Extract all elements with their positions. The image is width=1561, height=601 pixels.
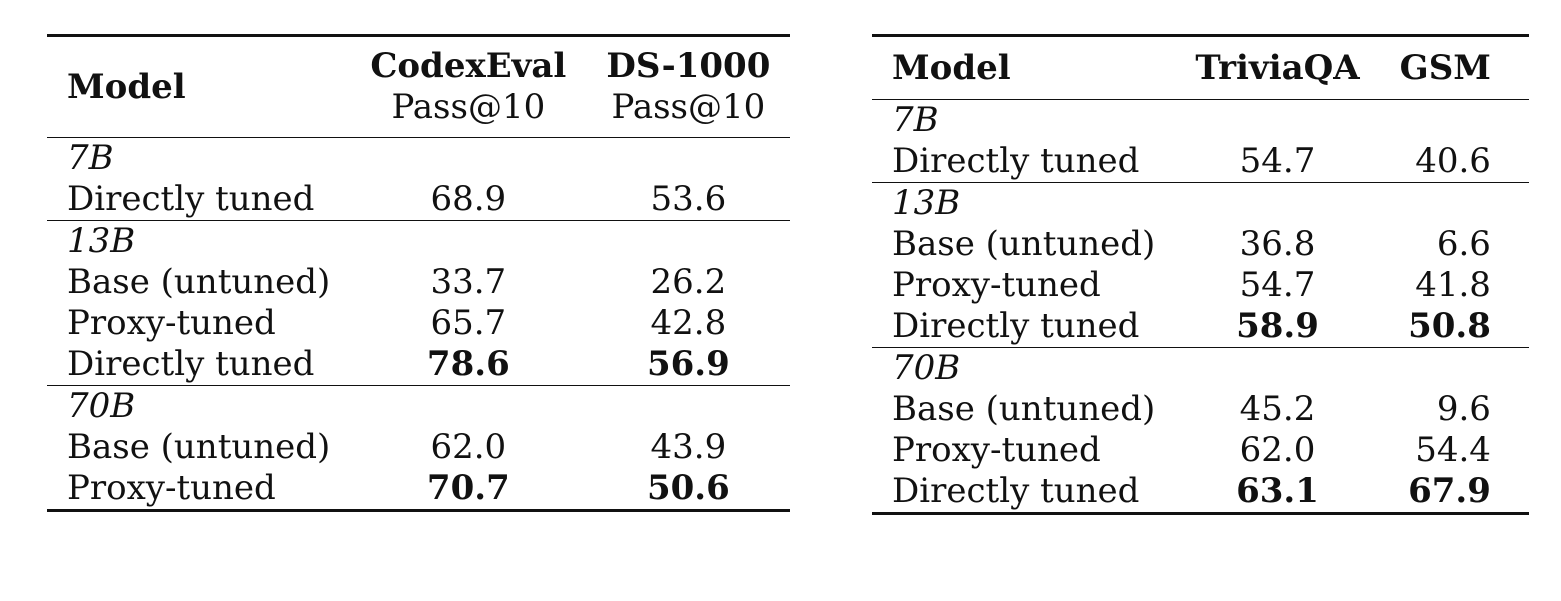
table-row: Base (untuned) 33.7 26.2 bbox=[47, 262, 790, 303]
triviaqa-value: 54.7 bbox=[1239, 265, 1316, 305]
gsm-value: 54.4 bbox=[1415, 430, 1491, 470]
row-model-name: Proxy-tuned bbox=[67, 303, 276, 343]
table-row: Directly tuned 58.9 50.8 bbox=[872, 306, 1529, 348]
table-row: Directly tuned 68.9 53.6 bbox=[47, 179, 790, 221]
group-label-70b: 70B bbox=[892, 348, 961, 388]
gsm-value: 40.6 bbox=[1415, 141, 1491, 181]
row-model-name: Proxy-tuned bbox=[892, 430, 1101, 470]
group-label-7b: 7B bbox=[67, 138, 114, 178]
row-model-name: Directly tuned bbox=[892, 306, 1140, 346]
code-results-table: Model CodexEval Pass@10 DS-1000 Pass@10 … bbox=[47, 34, 791, 512]
qa-math-results-table: Model TriviaQA GSM 7B Directly tuned 54.… bbox=[872, 34, 1529, 515]
triviaqa-value: 58.9 bbox=[1236, 306, 1319, 346]
row-model-name: Directly tuned bbox=[892, 471, 1140, 511]
ds1000-metric: Pass@10 bbox=[611, 87, 766, 127]
table-row: Directly tuned 63.1 67.9 bbox=[872, 471, 1529, 514]
group-label-13b: 13B bbox=[67, 221, 136, 261]
ds1000-value: 50.6 bbox=[646, 468, 730, 508]
triviaqa-value: 45.2 bbox=[1239, 389, 1316, 429]
table-row: Base (untuned) 36.8 6.6 bbox=[872, 224, 1529, 265]
triviaqa-value: 36.8 bbox=[1239, 224, 1316, 264]
ds1000-value: 43.9 bbox=[650, 427, 727, 467]
codexeval-value: 78.6 bbox=[426, 344, 510, 384]
triviaqa-value: 62.0 bbox=[1239, 430, 1316, 470]
row-model-name: Proxy-tuned bbox=[892, 265, 1101, 305]
ds1000-value: 53.6 bbox=[650, 179, 727, 219]
codexeval-column-header: CodexEval Pass@10 bbox=[350, 36, 586, 138]
codexeval-value: 68.9 bbox=[430, 179, 507, 219]
row-model-name: Base (untuned) bbox=[67, 262, 331, 302]
table-row: Base (untuned) 62.0 43.9 bbox=[47, 427, 790, 468]
gsm-value: 50.8 bbox=[1408, 306, 1491, 346]
ds1000-title: DS-1000 bbox=[606, 46, 771, 86]
codexeval-title: CodexEval bbox=[370, 46, 567, 86]
ds1000-value: 42.8 bbox=[650, 303, 727, 343]
gsm-value: 9.6 bbox=[1436, 389, 1491, 429]
group-label-7b: 7B bbox=[892, 100, 939, 140]
table-row: Directly tuned 54.7 40.6 bbox=[872, 141, 1529, 183]
table-row: Proxy-tuned 54.7 41.8 bbox=[872, 265, 1529, 306]
row-model-name: Base (untuned) bbox=[67, 427, 331, 467]
model-column-header: Model bbox=[892, 47, 1011, 88]
gsm-column-header: GSM bbox=[1399, 47, 1491, 88]
table-row: Proxy-tuned 65.7 42.8 bbox=[47, 303, 790, 344]
row-model-name: Base (untuned) bbox=[892, 224, 1156, 264]
triviaqa-value: 54.7 bbox=[1239, 141, 1316, 181]
table-row: Base (untuned) 45.2 9.6 bbox=[872, 389, 1529, 430]
ds1000-value: 56.9 bbox=[646, 344, 730, 384]
row-model-name: Proxy-tuned bbox=[67, 468, 276, 508]
table-row: Proxy-tuned 62.0 54.4 bbox=[872, 430, 1529, 471]
codexeval-value: 62.0 bbox=[430, 427, 507, 467]
triviaqa-value: 63.1 bbox=[1236, 471, 1319, 511]
model-column-header: Model bbox=[67, 66, 186, 107]
codexeval-value: 65.7 bbox=[430, 303, 507, 343]
gsm-value: 67.9 bbox=[1408, 471, 1491, 511]
codexeval-value: 70.7 bbox=[426, 468, 510, 508]
ds1000-value: 26.2 bbox=[650, 262, 727, 302]
triviaqa-column-header: TriviaQA bbox=[1195, 47, 1360, 88]
group-label-13b: 13B bbox=[892, 183, 961, 223]
row-model-name: Directly tuned bbox=[67, 344, 315, 384]
gsm-value: 41.8 bbox=[1415, 265, 1491, 305]
ds1000-column-header: DS-1000 Pass@10 bbox=[586, 36, 790, 138]
group-label-70b: 70B bbox=[67, 386, 136, 426]
row-model-name: Directly tuned bbox=[892, 141, 1140, 181]
row-model-name: Directly tuned bbox=[67, 179, 315, 219]
table-row: Proxy-tuned 70.7 50.6 bbox=[47, 468, 791, 511]
table-row: Directly tuned 78.6 56.9 bbox=[47, 344, 790, 386]
row-model-name: Base (untuned) bbox=[892, 389, 1156, 429]
codexeval-metric: Pass@10 bbox=[391, 87, 546, 127]
gsm-value: 6.6 bbox=[1436, 224, 1491, 264]
codexeval-value: 33.7 bbox=[430, 262, 507, 302]
